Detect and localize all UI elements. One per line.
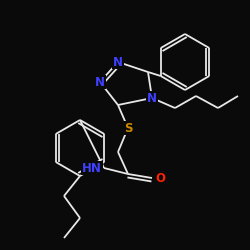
- Text: N: N: [147, 92, 157, 104]
- Text: HN: HN: [82, 162, 102, 174]
- Text: O: O: [155, 172, 165, 184]
- Text: N: N: [95, 76, 105, 88]
- Text: N: N: [113, 56, 123, 68]
- Text: S: S: [124, 122, 132, 134]
